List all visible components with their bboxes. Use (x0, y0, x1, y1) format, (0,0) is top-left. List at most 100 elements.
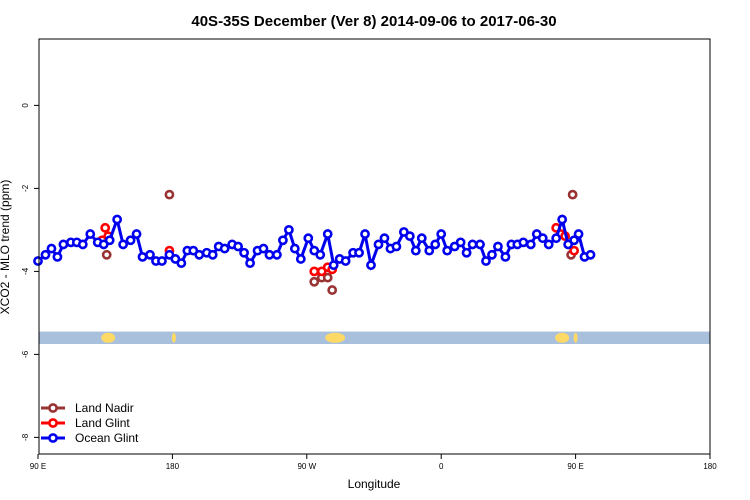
series-land-glint (97, 222, 580, 277)
data-point (207, 249, 218, 260)
data-point (379, 233, 390, 244)
data-point (569, 235, 580, 246)
y-tick-label: -6 (21, 350, 30, 358)
data-point (164, 189, 175, 200)
land-blobs (101, 332, 578, 343)
land-blob (325, 332, 346, 343)
data-point (436, 229, 447, 239)
data-point (176, 258, 187, 268)
data-point (145, 249, 155, 260)
data-point (340, 256, 351, 266)
data-point (322, 272, 333, 283)
data-point (487, 249, 497, 260)
data-point (467, 239, 478, 250)
data-point (33, 256, 43, 266)
data-point (85, 229, 96, 239)
data-point (157, 256, 167, 266)
data-point (283, 224, 294, 235)
data-point (40, 249, 51, 260)
y-tick-label: 0 (21, 103, 30, 108)
data-point (481, 256, 491, 266)
x-tick-label: 180 (166, 462, 180, 471)
plot-frame (38, 38, 711, 455)
data-point (328, 260, 339, 271)
x-axis: 90 E 180 90 W 0 90 E 180 (30, 454, 717, 471)
legend-label: Ocean Glint (75, 431, 139, 445)
land-blob (171, 332, 176, 343)
data-point (194, 249, 205, 260)
data-point (264, 249, 275, 260)
data-point (137, 251, 148, 262)
data-point (391, 241, 402, 252)
data-point (289, 243, 300, 254)
data-point (424, 245, 435, 256)
legend-marker (48, 403, 58, 413)
data-point (518, 237, 529, 248)
data-point (567, 189, 578, 200)
series-land-nadir (101, 189, 578, 295)
data-point (475, 239, 485, 250)
data-point (315, 249, 326, 260)
data-point (537, 233, 548, 244)
data-point (245, 258, 255, 268)
data-point (219, 243, 230, 254)
y-axis-label: XCO2 - MLO trend (ppm) (0, 180, 12, 315)
x-tick-label: 90 W (297, 462, 316, 471)
data-point (272, 249, 282, 260)
data-point (131, 229, 142, 239)
series-ocean-glint (33, 213, 596, 271)
data-point (104, 235, 115, 246)
data-point (500, 251, 511, 262)
land-blob (101, 332, 116, 343)
data-point (461, 247, 472, 258)
data-point (112, 214, 123, 225)
legend-marker (48, 418, 58, 428)
data-point (525, 239, 536, 250)
data-point (442, 245, 453, 256)
data-point (101, 249, 112, 260)
x-tick-label: 90 E (30, 462, 46, 471)
y-tick-label: -4 (21, 267, 30, 275)
y-axis: 0 -2 -4 -6 -8 (21, 103, 39, 441)
y-tick-label: -8 (21, 433, 30, 441)
data-point (77, 239, 88, 250)
data-point (58, 239, 69, 250)
data-point (125, 235, 136, 246)
land-blob (573, 332, 578, 343)
data-point (493, 241, 503, 252)
legend-label: Land Glint (75, 416, 130, 430)
series-layer (33, 189, 596, 295)
data-point (573, 229, 584, 239)
chart-title: 40S-35S December (Ver 8) 2014-09-06 to 2… (191, 13, 556, 30)
data-point (278, 235, 288, 246)
data-point (322, 229, 333, 239)
data-point (100, 222, 111, 233)
data-point (303, 233, 314, 244)
data-point (354, 247, 364, 258)
data-point (543, 239, 554, 250)
data-point (295, 254, 306, 264)
data-point (258, 243, 269, 254)
x-axis-label: Longitude (348, 477, 401, 491)
data-point (239, 247, 249, 258)
land-blob (555, 332, 570, 343)
x-tick-label: 180 (703, 462, 717, 471)
data-point (569, 245, 580, 256)
data-point (366, 260, 376, 271)
data-point (309, 276, 320, 287)
data-point (46, 243, 57, 254)
data-point (309, 266, 320, 277)
data-point (585, 249, 596, 260)
data-point (416, 233, 427, 244)
legend-label: Land Nadir (75, 401, 134, 415)
ocean-strip (39, 331, 710, 345)
data-point (233, 241, 244, 252)
data-point (557, 214, 568, 225)
data-point (327, 285, 338, 295)
data-point (455, 237, 466, 248)
data-point (360, 229, 370, 239)
data-point (410, 245, 421, 256)
data-point (373, 239, 384, 250)
